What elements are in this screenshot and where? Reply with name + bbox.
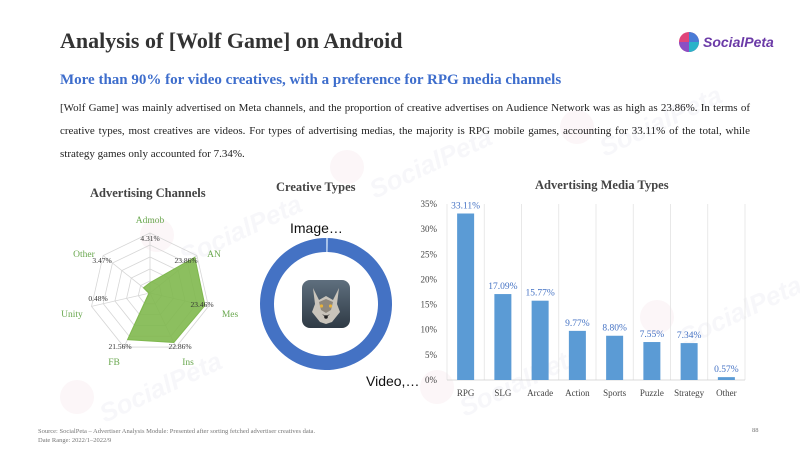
radar-value-label: 21.56% [108, 342, 131, 351]
watermark-text: SocialPeta [674, 269, 800, 353]
bar-category-label: Sports [603, 388, 627, 398]
bar-category-label: Other [716, 388, 737, 398]
bar-y-tick: 20% [421, 274, 438, 284]
bar-category-label: Arcade [527, 388, 553, 398]
bar-action [568, 330, 586, 380]
bar-y-tick: 5% [425, 350, 438, 360]
bar-value-label: 15.77% [525, 289, 554, 299]
page-title: Analysis of [Wolf Game] on Android [60, 28, 403, 53]
bar-value-label: 0.57% [714, 365, 739, 375]
radar-spoke [149, 255, 198, 294]
watermark-logo [60, 380, 94, 414]
footer-source: Source: SocialPeta – Advertiser Analysis… [38, 428, 316, 435]
bar-strategy [680, 343, 698, 380]
wolf-game-icon [302, 280, 350, 328]
watermark-logo [330, 150, 364, 184]
radar-axis-label: Unity [61, 310, 83, 320]
watermark-logo [560, 110, 594, 144]
footer: Source: SocialPeta – Advertiser Analysis… [38, 427, 315, 445]
bar-rpg [457, 213, 475, 380]
radar-grid-ring [126, 268, 174, 316]
bar-y-tick: 25% [421, 249, 438, 259]
bar-y-tick: 10% [421, 325, 438, 335]
bar-value-label: 33.11% [451, 202, 480, 212]
bar-category-label: Action [565, 388, 590, 398]
radar-grid-ring [102, 244, 198, 337]
watermark-text: SocialPeta [454, 339, 587, 423]
bar-category-label: RPG [457, 388, 475, 398]
radar-grid-ring [137, 280, 163, 305]
radar-spoke [123, 292, 151, 348]
headline: More than 90% for video creatives, with … [60, 72, 562, 88]
bar-y-tick: 35% [421, 199, 438, 209]
page-number: 88 [752, 427, 759, 434]
watermark-logo [420, 370, 454, 404]
radar-axis-label: AN [207, 250, 221, 260]
bar-sports [606, 335, 624, 380]
radar-value-label: 23.86% [174, 256, 197, 265]
bar-category-label: Puzzle [640, 388, 664, 398]
radar-chart-title: Advertising Channels [90, 186, 206, 200]
radar-value-label: 0.48% [88, 294, 107, 303]
bar-chart-title: Advertising Media Types [535, 178, 669, 192]
bar-arcade [531, 300, 549, 380]
radar-axis-label: FB [108, 358, 120, 368]
radar-value-label: 23.46% [190, 300, 213, 309]
radar-axis-label: Other [73, 250, 95, 260]
bar-other [717, 377, 735, 380]
bar-y-tick: 30% [421, 224, 438, 234]
watermark-text: SocialPeta [174, 188, 307, 272]
brand-name: SocialPeta [703, 34, 774, 50]
bar-category-label: SLG [494, 388, 512, 398]
radar-grid-ring [114, 256, 186, 326]
footer-date-range: Date Range: 2022/1–2022/9 [38, 437, 112, 444]
description: [Wolf Game] was mainly advertised on Met… [60, 102, 750, 160]
watermark-text: SocialPeta [94, 345, 227, 429]
bar-y-tick: 15% [421, 300, 438, 310]
radar-axis-label: Ins [182, 358, 194, 368]
radar-spoke [102, 255, 151, 294]
bar-value-label: 9.77% [565, 319, 590, 329]
donut-chart-title: Creative Types [276, 180, 356, 194]
radar-value-label: 3.47% [92, 256, 111, 265]
donut-label-image: Image… [290, 220, 343, 236]
radar-spoke [91, 292, 151, 307]
radar-data-area [126, 256, 206, 343]
bar-value-label: 17.09% [488, 282, 517, 292]
bar-puzzle [643, 342, 661, 380]
radar-spoke [149, 292, 177, 348]
watermark-logo [140, 218, 174, 252]
donut-segment [326, 238, 329, 253]
radar-value-label: 22.86% [168, 342, 191, 351]
bar-slg [494, 294, 512, 380]
bar-value-label: 8.80% [602, 324, 627, 334]
bar-category-label: Strategy [674, 388, 704, 398]
bar-value-label: 7.34% [677, 331, 702, 341]
watermark-logo [640, 300, 674, 334]
brand-logo: SocialPeta [678, 31, 774, 53]
radar-spoke [149, 292, 209, 307]
radar-axis-label: Mes [222, 310, 239, 320]
donut-label-video: Video,… [366, 373, 420, 389]
socialpeta-logo-icon [679, 32, 699, 52]
